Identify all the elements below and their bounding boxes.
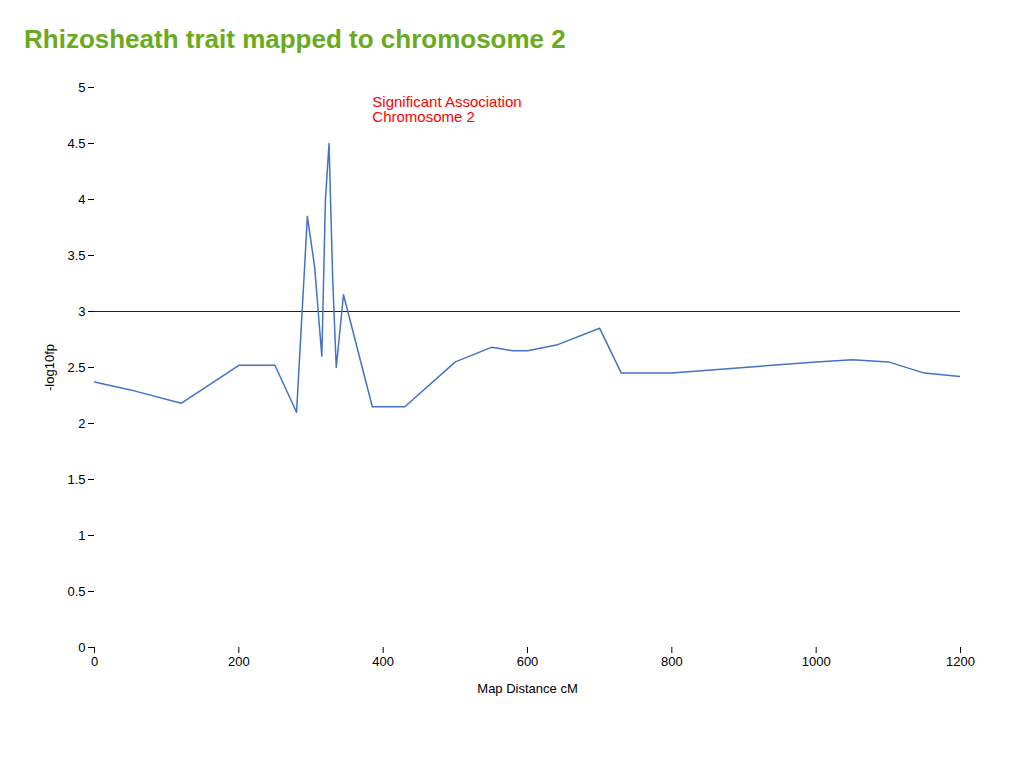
svg-text:1200: 1200	[946, 654, 975, 669]
svg-text:0: 0	[78, 640, 85, 655]
svg-text:4: 4	[78, 192, 85, 207]
svg-text:3: 3	[78, 304, 85, 319]
svg-text:4.5: 4.5	[67, 136, 85, 151]
svg-text:800: 800	[661, 654, 683, 669]
svg-text:Significant AssociationChromos: Significant AssociationChromosome 2	[372, 93, 521, 125]
svg-text:3.5: 3.5	[67, 248, 85, 263]
svg-text:400: 400	[372, 654, 394, 669]
svg-text:1.5: 1.5	[67, 472, 85, 487]
svg-text:5: 5	[78, 80, 85, 95]
svg-text:1000: 1000	[802, 654, 831, 669]
svg-text:Map Distance cM: Map Distance cM	[477, 681, 577, 696]
svg-text:1: 1	[78, 528, 85, 543]
svg-text:0.5: 0.5	[67, 584, 85, 599]
svg-text:2: 2	[78, 416, 85, 431]
svg-text:600: 600	[517, 654, 539, 669]
svg-text:-log10fp: -log10fp	[42, 344, 57, 391]
svg-text:2.5: 2.5	[67, 360, 85, 375]
html-text:Rhizosheath trait mapped to ch: Rhizosheath trait mapped to chromosome 2	[24, 24, 566, 54]
svg-text:0: 0	[91, 654, 98, 669]
svg-text:200: 200	[228, 654, 250, 669]
